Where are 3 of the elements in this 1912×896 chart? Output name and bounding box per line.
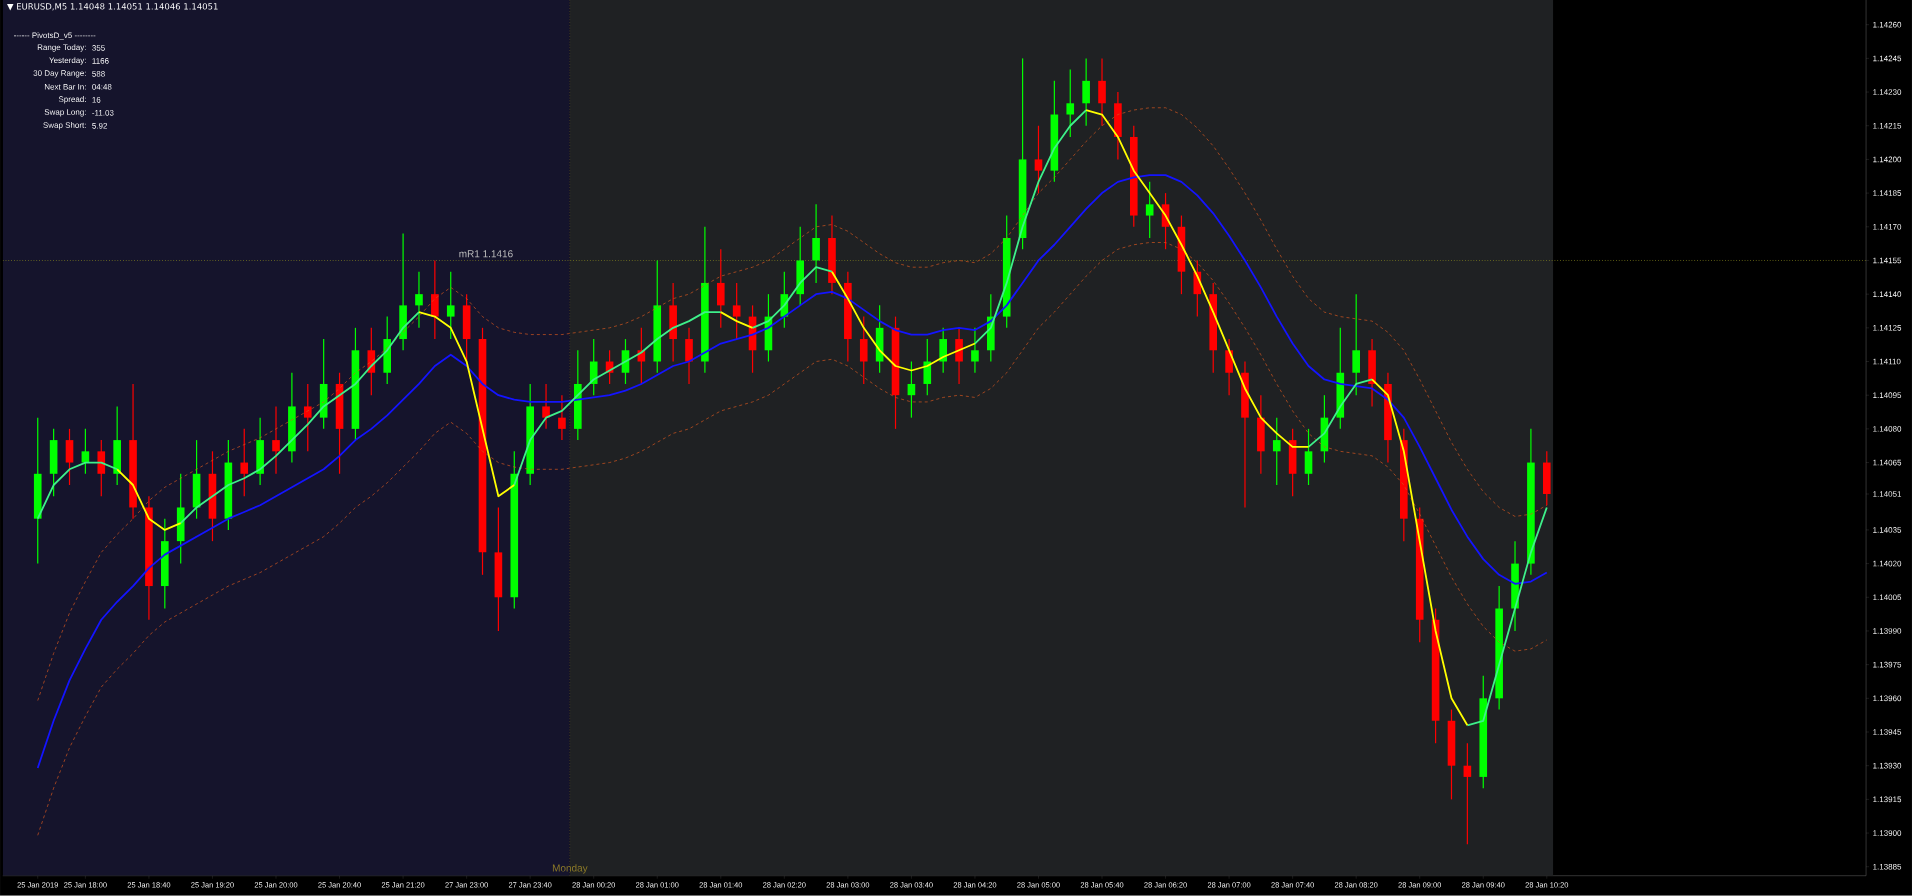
ref-line-label: mR1 1.1416 bbox=[459, 250, 513, 258]
annotation: Monday bbox=[552, 864, 588, 874]
chart-title: ▼ EURUSD,M5 1.14048 1.14051 1.14046 1.14051 bbox=[7, 3, 218, 11]
